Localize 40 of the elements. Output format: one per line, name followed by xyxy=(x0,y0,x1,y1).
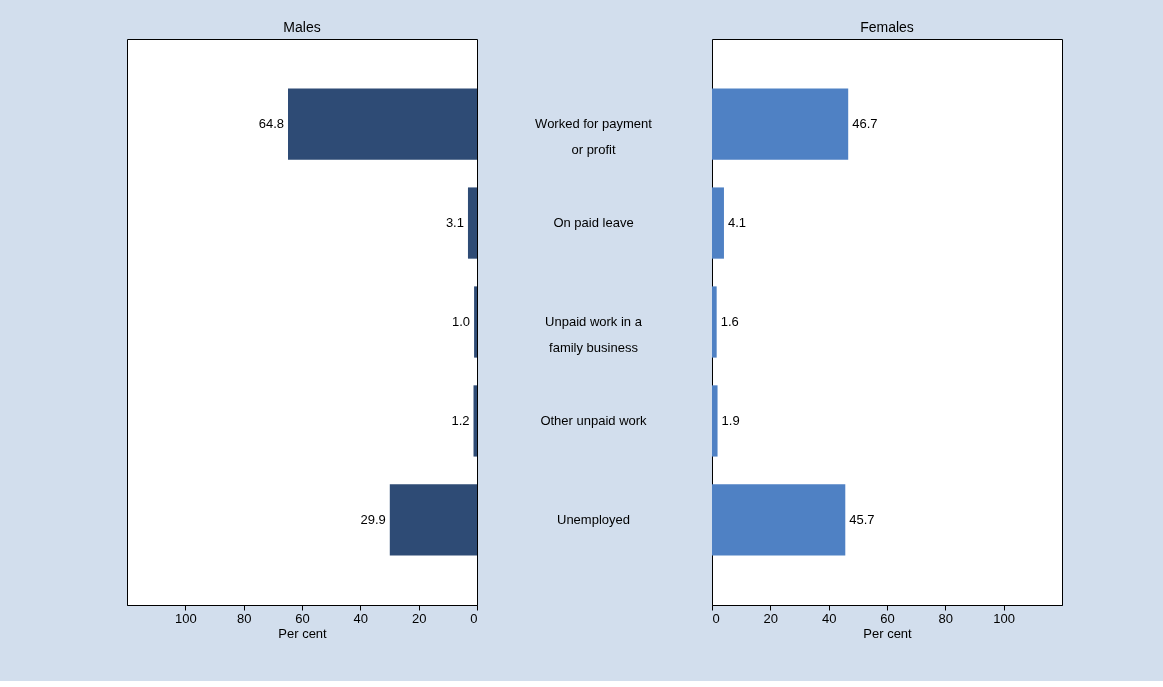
bar xyxy=(712,187,724,259)
y-tick-label: On paid leave xyxy=(553,215,634,231)
x-tick-label: 80 xyxy=(938,610,954,626)
data-label: 29.9 xyxy=(360,511,386,527)
data-label: 3.1 xyxy=(445,215,464,231)
bar xyxy=(467,187,477,259)
y-tick-label: Other unpaid work xyxy=(540,412,648,428)
chart-title: Females xyxy=(860,19,914,35)
x-tick-label: 0 xyxy=(470,610,478,626)
y-tick-label: Worked for payment or profit xyxy=(535,116,653,158)
x-tick-label: 100 xyxy=(993,610,1016,626)
data-label: 4.1 xyxy=(727,215,747,231)
x-tick-label: 40 xyxy=(353,610,369,626)
bar xyxy=(474,286,477,358)
x-tick-label: 100 xyxy=(174,610,197,626)
x-tick-label: 60 xyxy=(880,610,895,626)
x-tick-label: 20 xyxy=(411,610,427,626)
x-tick-label: 60 xyxy=(295,610,310,626)
data-label: 1.0 xyxy=(452,314,471,329)
bar xyxy=(712,385,718,457)
data-label: 1.2 xyxy=(451,412,470,428)
data-label: 1.6 xyxy=(720,314,739,329)
x-tick-label: 40 xyxy=(821,610,837,626)
x-tick-label: 20 xyxy=(763,610,779,626)
bar xyxy=(389,484,477,556)
data-label: 64.8 xyxy=(258,116,284,132)
chart-title: Males xyxy=(283,19,321,35)
bar xyxy=(712,88,849,160)
y-tick-label: Unpaid work in a family business xyxy=(545,314,643,355)
bar xyxy=(712,484,846,556)
x-tick-label: 80 xyxy=(236,610,252,626)
x-axis-title: Per cent xyxy=(278,625,328,641)
data-label: 1.9 xyxy=(721,412,740,428)
bar xyxy=(712,286,717,358)
x-tick-label: 0 xyxy=(712,610,720,626)
x-axis-title: Per cent xyxy=(863,625,913,641)
data-label: 45.7 xyxy=(849,511,875,527)
bar xyxy=(288,88,477,160)
data-label: 46.7 xyxy=(852,116,878,132)
y-tick-label: Unemployed xyxy=(557,511,630,527)
